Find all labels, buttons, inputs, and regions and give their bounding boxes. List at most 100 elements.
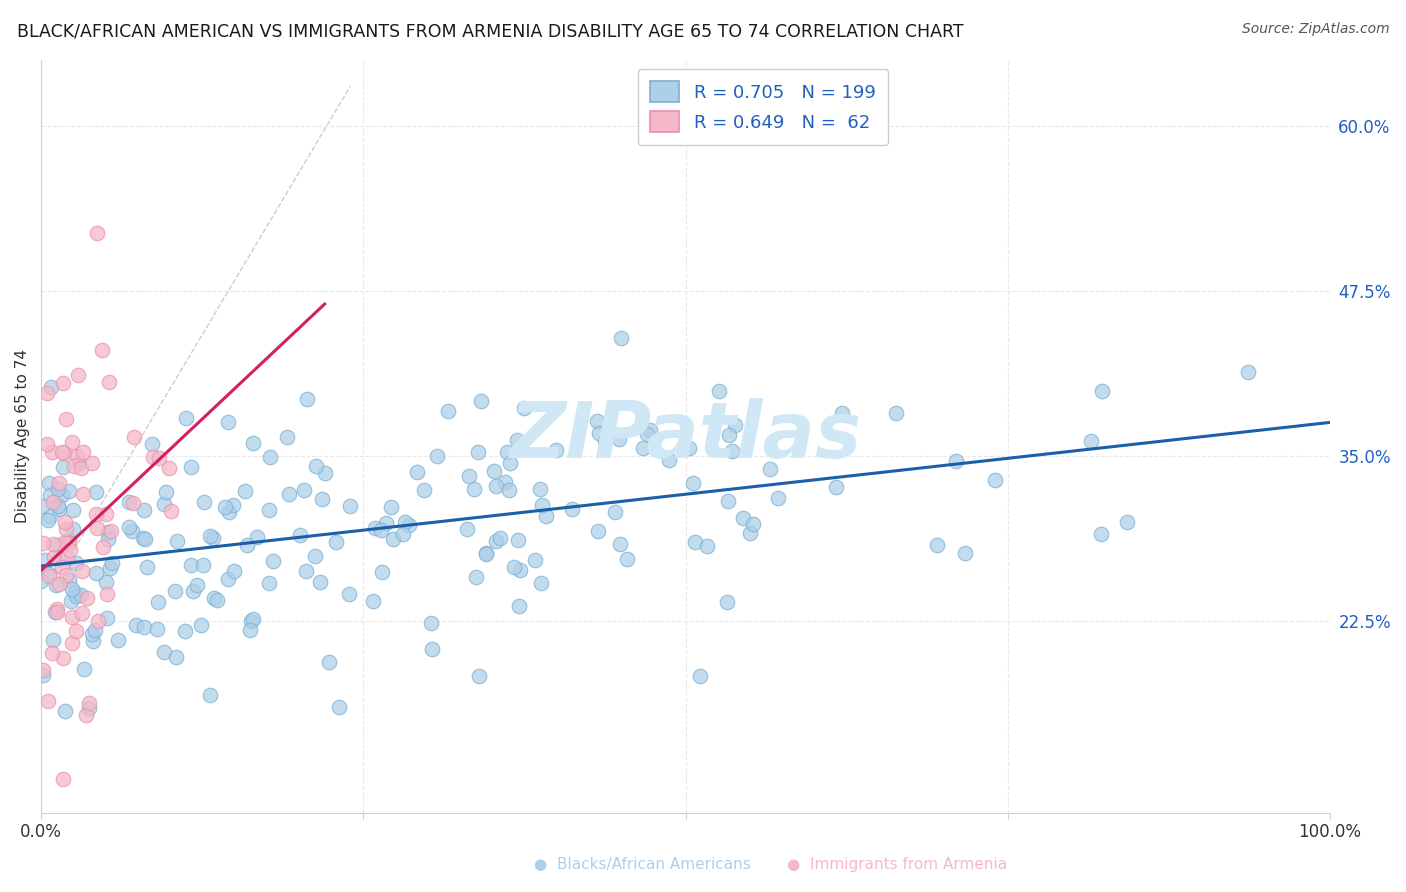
Point [593,434,616,449]
Point [214,500,236,515]
Point [436,404,458,418]
Point [44,606,66,620]
Point [380,500,402,515]
Point [84,507,107,521]
Y-axis label: Disability Age 65 to 74: Disability Age 65 to 74 [15,350,30,524]
Point [96,587,118,601]
Point [135,559,157,574]
Point [463,482,485,496]
Point [470,394,492,409]
Point [498,483,520,498]
Point [51,445,73,459]
Point [91,343,114,358]
Point [717,493,740,508]
Point [398,518,420,533]
Text: BLACK/AFRICAN AMERICAN VS IMMIGRANTS FROM ARMENIA DISABILITY AGE 65 TO 74 CORREL: BLACK/AFRICAN AMERICAN VS IMMIGRANTS FRO… [17,22,963,40]
Point [58,533,80,548]
Point [38,569,60,583]
Point [58,535,80,549]
Point [742,517,765,532]
Point [297,392,319,406]
Point [31,667,53,681]
Point [69,461,91,475]
Point [465,570,488,584]
Point [218,505,240,519]
Point [49,868,72,882]
Point [262,553,284,567]
Point [609,537,631,551]
Point [586,414,609,428]
Point [65,586,87,600]
Point [1090,526,1112,541]
Point [325,534,347,549]
Text: Source: ZipAtlas.com: Source: ZipAtlas.com [1241,22,1389,37]
Point [318,656,340,670]
Point [239,623,262,637]
Point [56,551,79,566]
Point [509,563,531,577]
Point [69,588,91,602]
Point [707,384,730,399]
Point [720,444,742,458]
Point [456,522,478,536]
Point [420,642,443,657]
Point [506,433,529,447]
Point [221,498,243,512]
Point [42,537,65,551]
Point [38,508,60,523]
Point [1091,384,1114,398]
Point [45,601,67,615]
Point [733,511,755,525]
Point [82,456,104,470]
Point [45,578,67,592]
Point [55,522,77,536]
Point [91,540,114,554]
Point [174,411,197,425]
Point [193,558,215,572]
Point [66,450,89,464]
Point [607,432,630,446]
Point [364,521,387,535]
Point [259,450,281,465]
Point [86,521,108,535]
Point [60,610,83,624]
Point [70,606,93,620]
Point [467,444,489,458]
Point [41,445,63,459]
Point [524,553,547,567]
Point [502,560,524,574]
Point [60,435,83,450]
Point [683,535,706,549]
Point [193,494,215,508]
Point [31,499,53,513]
Point [426,450,449,464]
Point [97,532,120,546]
Point [155,484,177,499]
Point [186,578,208,592]
Point [51,560,73,574]
Point [246,530,269,544]
Point [678,441,700,455]
Point [531,498,554,512]
Point [309,575,332,590]
Point [153,645,176,659]
Point [165,650,187,665]
Point [768,491,790,506]
Point [37,385,59,400]
Point [276,429,298,443]
Point [927,538,949,552]
Point [84,566,107,580]
Point [180,558,202,572]
Point [48,551,70,566]
Point [66,368,89,383]
Point [217,572,239,586]
Point [55,412,77,426]
Point [696,539,718,553]
Point [52,446,75,460]
Point [190,618,212,632]
Point [121,496,143,510]
Point [240,614,263,628]
Point [494,475,516,489]
Point [62,523,84,537]
Point [53,704,76,718]
